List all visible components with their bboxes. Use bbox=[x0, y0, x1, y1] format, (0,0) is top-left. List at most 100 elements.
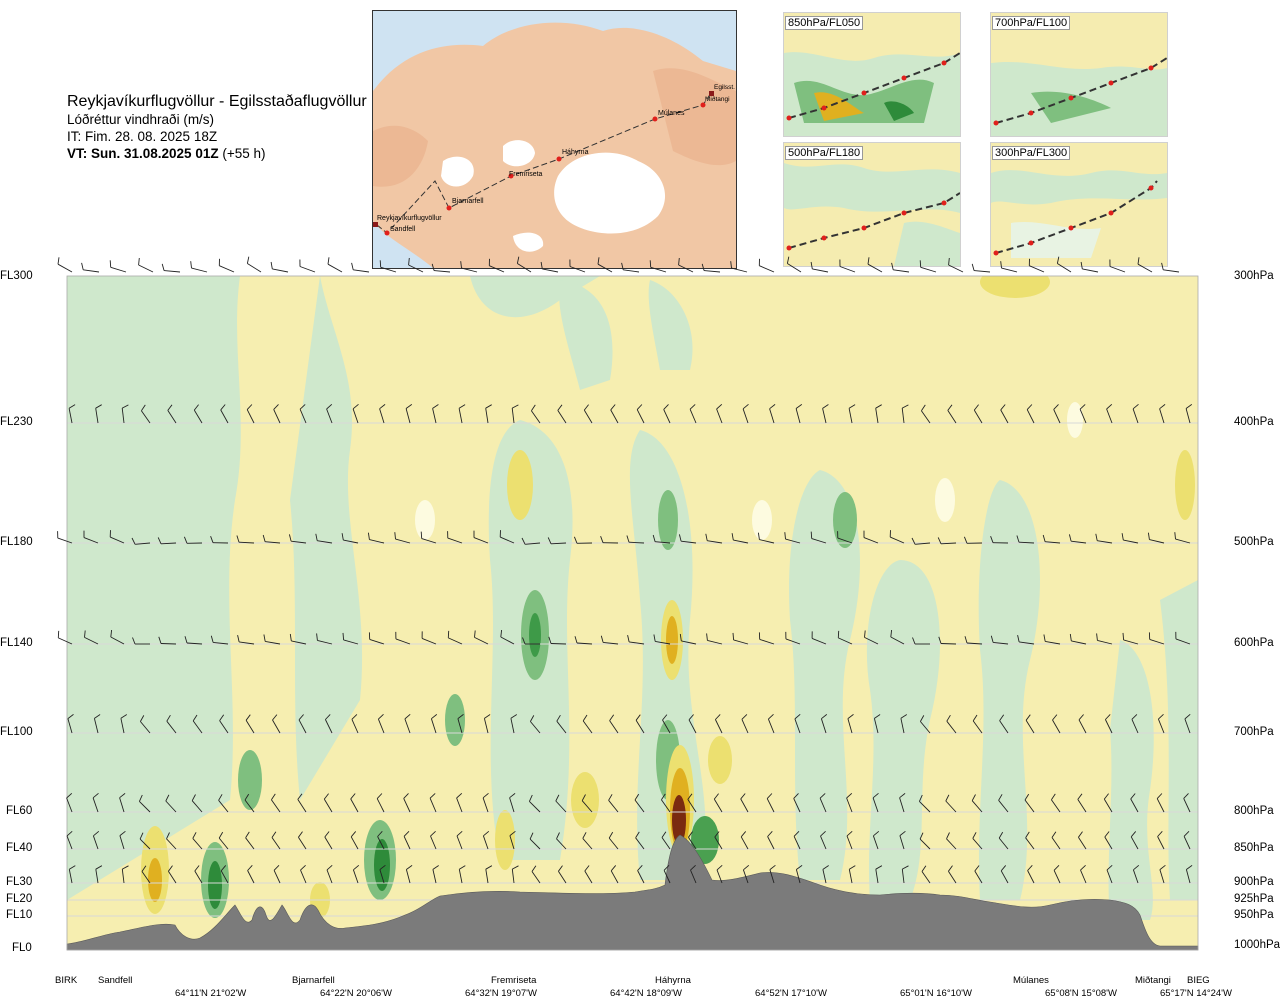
right-label-500hpa: 500hPa bbox=[1234, 536, 1274, 548]
wind-barb-152 bbox=[629, 641, 645, 645]
wind-barb-feather-203 bbox=[821, 714, 828, 720]
wind-barb-319 bbox=[405, 869, 411, 884]
wind-barb-229 bbox=[350, 798, 359, 813]
wind-barb-349 bbox=[1185, 869, 1191, 884]
wind-barb-343 bbox=[1027, 870, 1035, 884]
minimap-300-svg bbox=[991, 143, 1167, 266]
wind-barb-feather-137 bbox=[237, 635, 240, 642]
wind-barb-feather-321 bbox=[459, 865, 466, 870]
wind-barb-feather-294 bbox=[899, 830, 906, 836]
wind-barb-feather-180 bbox=[219, 714, 225, 721]
wind-barb-38 bbox=[1082, 268, 1099, 273]
wind-barb-feather-245 bbox=[766, 793, 773, 799]
wind-barb-feather-281 bbox=[556, 832, 560, 839]
wind-barb-146 bbox=[474, 636, 489, 645]
wind-barb-34 bbox=[974, 270, 991, 273]
wind-barb-4 bbox=[164, 270, 181, 273]
map-land-west bbox=[373, 125, 428, 187]
field-upward-weak-12 bbox=[648, 280, 693, 370]
wind-barb-feather-125 bbox=[1068, 534, 1072, 542]
wind-barb-feather-200 bbox=[741, 714, 748, 720]
wind-barb-22 bbox=[650, 266, 667, 273]
wind-barb-282 bbox=[582, 838, 593, 850]
wind-barb-7 bbox=[247, 263, 262, 273]
wind-barb-feather-175 bbox=[94, 714, 101, 719]
wind-barb-306 bbox=[68, 869, 73, 884]
wind-barb-291 bbox=[820, 835, 827, 850]
wind-barb-312 bbox=[220, 870, 229, 884]
wind-barb-177 bbox=[140, 721, 151, 734]
wind-barb-feather-128 bbox=[1147, 532, 1150, 540]
wind-barb-236 bbox=[529, 801, 541, 813]
wind-barb-feather-276 bbox=[430, 830, 436, 837]
wind-barb-feather-197 bbox=[662, 714, 668, 721]
left-label-fl40: FL40 bbox=[6, 842, 33, 854]
wind-barb-feather-41 bbox=[1161, 262, 1164, 270]
wind-barb-340 bbox=[948, 871, 957, 884]
field-upward-weak-8 bbox=[978, 480, 1040, 900]
wind-barb-feather-33 bbox=[948, 257, 950, 266]
wind-barb-320 bbox=[432, 869, 437, 884]
field-upward-core-10 bbox=[238, 750, 262, 810]
coord-5: 64°52'N 17°10'W bbox=[755, 988, 827, 999]
wind-barb-318 bbox=[379, 869, 385, 884]
wind-barb-205 bbox=[873, 718, 879, 734]
wind-barb-272 bbox=[324, 836, 333, 850]
left-label-fl30: FL30 bbox=[6, 876, 33, 888]
wind-barb-feather-99 bbox=[394, 532, 396, 540]
wind-barb-feather-243 bbox=[713, 793, 719, 800]
wind-barb-feather-208 bbox=[946, 714, 951, 722]
wind-barb-135 bbox=[186, 642, 203, 645]
field-downward-5 bbox=[148, 858, 162, 902]
wind-barb-279 bbox=[509, 835, 515, 850]
wind-barb-271 bbox=[298, 837, 307, 850]
wind-barb-99 bbox=[395, 538, 411, 544]
wind-barb-8 bbox=[272, 268, 289, 273]
field-upward-weak-2 bbox=[290, 276, 363, 800]
wind-barb-feather-230 bbox=[376, 793, 383, 799]
wind-barb-36 bbox=[1029, 265, 1045, 273]
right-label-300hpa: 300hPa bbox=[1234, 270, 1274, 282]
wind-barb-180 bbox=[219, 720, 229, 734]
wind-barb-feather-291 bbox=[820, 830, 826, 837]
wind-barb-213 bbox=[1078, 719, 1087, 734]
wind-barb-219 bbox=[92, 797, 99, 813]
wind-barb-feather-205 bbox=[874, 714, 881, 719]
wind-barb-237 bbox=[555, 800, 567, 813]
route-map-svg: Reykjavíkurflugvöllur Sandfell Bjarnarfe… bbox=[373, 22, 736, 268]
wind-barb-186 bbox=[377, 718, 385, 734]
map-marker-midtangi bbox=[700, 102, 706, 108]
wind-barb-0 bbox=[57, 263, 73, 273]
wind-barb-feather-331 bbox=[716, 864, 723, 871]
minimap-700-svg bbox=[991, 13, 1167, 136]
wind-barb-feather-199 bbox=[715, 714, 721, 720]
wind-barb-feather-177 bbox=[140, 715, 145, 722]
wind-barb-feather-104 bbox=[521, 537, 526, 545]
wind-barb-129 bbox=[1175, 538, 1191, 544]
wind-barb-160 bbox=[838, 637, 853, 645]
wind-barb-184 bbox=[324, 719, 333, 734]
wind-barb-feather-346 bbox=[1106, 864, 1113, 871]
wind-barb-215 bbox=[1131, 719, 1139, 734]
wind-barb-feather-271 bbox=[298, 831, 303, 838]
wind-barb-54 bbox=[379, 408, 385, 424]
field-upward-core-8 bbox=[691, 816, 719, 864]
wind-barb-224 bbox=[218, 800, 229, 813]
wind-barb-330 bbox=[690, 869, 697, 884]
left-label-fl0: FL0 bbox=[12, 942, 32, 954]
wind-barb-149 bbox=[550, 643, 567, 645]
wind-barb-feather-280 bbox=[529, 832, 534, 840]
wind-barb-feather-259 bbox=[1130, 793, 1136, 800]
wind-barb-feather-21 bbox=[621, 262, 624, 270]
wind-barb-182 bbox=[272, 719, 281, 734]
wind-barb-325 bbox=[558, 871, 567, 884]
wind-barb-feather-333 bbox=[769, 864, 776, 870]
wind-barb-85 bbox=[1185, 408, 1191, 424]
wind-barb-139 bbox=[291, 640, 307, 645]
wind-barb-258 bbox=[1103, 798, 1113, 813]
wind-barb-feather-347 bbox=[1133, 864, 1140, 871]
wind-barb-feather-223 bbox=[191, 794, 196, 801]
wind-barb-51 bbox=[299, 409, 307, 424]
wind-barb-feather-256 bbox=[1051, 793, 1056, 800]
wind-barb-11 bbox=[353, 269, 370, 273]
